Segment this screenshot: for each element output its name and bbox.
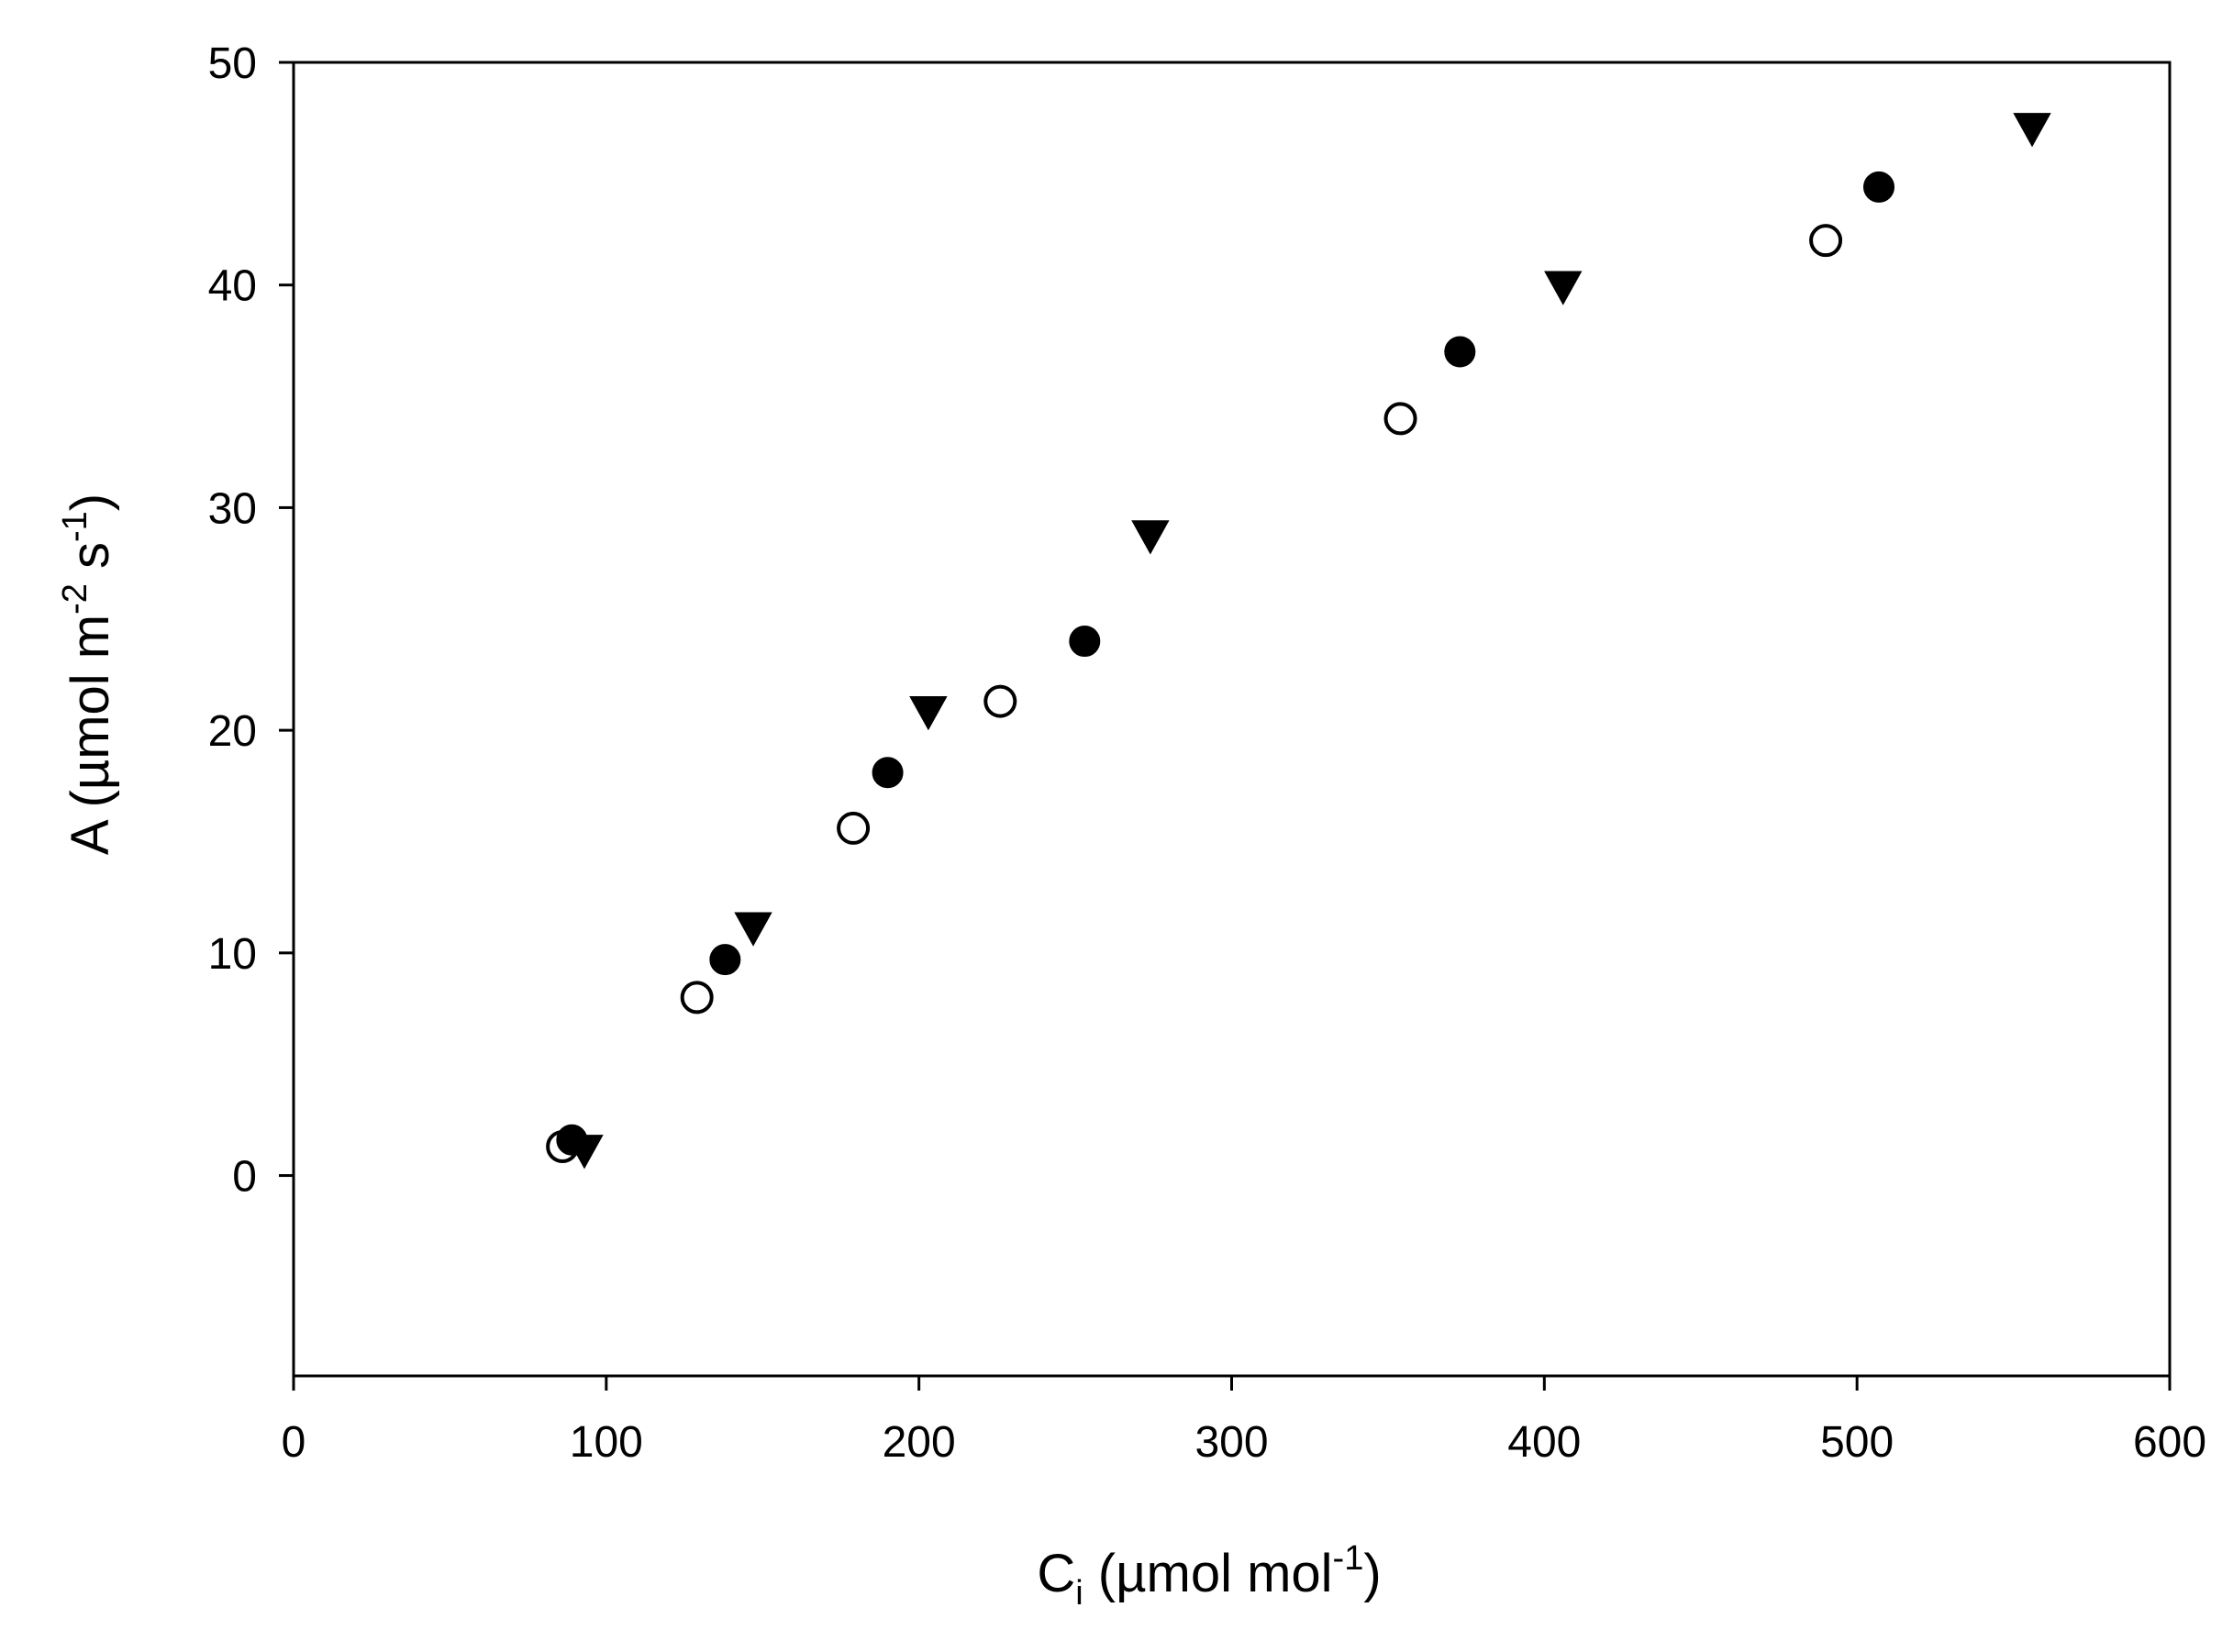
triangle-down-point [734, 912, 772, 947]
triangle-down-point [565, 1135, 604, 1170]
x-tick-label: 200 [883, 1418, 956, 1467]
triangle-down-point [909, 696, 948, 731]
y-tick-label: 0 [232, 1153, 257, 1202]
x-tick-label: 500 [1820, 1418, 1894, 1467]
open-circle-point [1383, 402, 1417, 436]
y-tick-label: 50 [208, 39, 257, 88]
triangle-down-point [1544, 271, 1583, 305]
filled-circle-point [1863, 171, 1895, 203]
y-tick-label: 10 [208, 930, 257, 979]
triangle-down-point [1131, 520, 1170, 555]
open-circle-point [983, 684, 1017, 718]
triangle-down-point [2013, 113, 2051, 148]
data-points [546, 113, 2051, 1170]
filled-circle-point [872, 757, 904, 789]
plot-area-border [292, 61, 2172, 1378]
filled-circle-point [1069, 626, 1101, 658]
x-axis-title: Ci (µmol mol-1) [1037, 1539, 1381, 1613]
y-tick-label: 40 [208, 262, 257, 311]
x-tick-label: 400 [1507, 1418, 1581, 1467]
open-circle-point [1809, 224, 1843, 258]
x-axis-ticks: 0 100 200 300 400 500 600 [282, 1376, 2206, 1467]
y-tick-label: 30 [208, 484, 257, 533]
x-tick-label: 0 [282, 1418, 306, 1467]
filled-circle-point [709, 944, 741, 976]
x-tick-label: 600 [2133, 1418, 2206, 1467]
y-tick-label: 20 [208, 707, 257, 756]
x-tick-label: 300 [1194, 1418, 1268, 1467]
open-circle-point [680, 981, 714, 1014]
y-axis-title: A (µmol m-2 s-1) [56, 493, 120, 855]
y-axis-ticks: 0 10 20 30 40 50 [208, 39, 294, 1202]
plot-frame [292, 61, 2172, 1378]
x-tick-label: 100 [570, 1418, 643, 1467]
filled-circle-point [1444, 336, 1476, 368]
open-circle-point [837, 811, 871, 845]
